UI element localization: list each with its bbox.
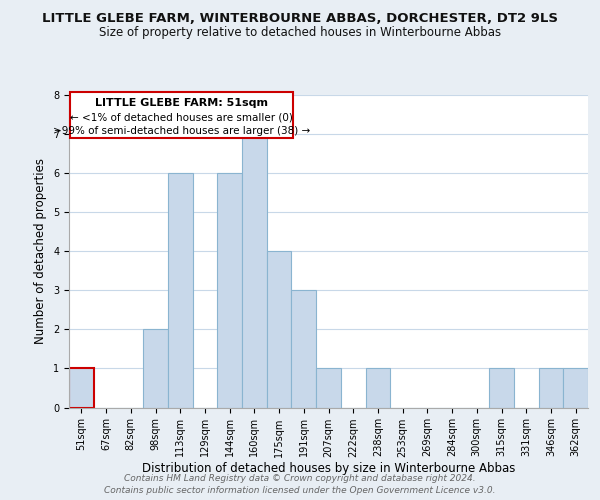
- Bar: [143, 330, 168, 407]
- Bar: [539, 368, 563, 408]
- Text: Contains public sector information licensed under the Open Government Licence v3: Contains public sector information licen…: [104, 486, 496, 495]
- Bar: [69, 368, 94, 408]
- X-axis label: Distribution of detached houses by size in Winterbourne Abbas: Distribution of detached houses by size …: [142, 462, 515, 475]
- Bar: [242, 134, 267, 407]
- Bar: [217, 173, 242, 408]
- Bar: [316, 368, 341, 408]
- Text: Contains HM Land Registry data © Crown copyright and database right 2024.: Contains HM Land Registry data © Crown c…: [124, 474, 476, 483]
- Bar: [365, 368, 390, 408]
- Text: >99% of semi-detached houses are larger (38) →: >99% of semi-detached houses are larger …: [53, 126, 310, 136]
- Text: Size of property relative to detached houses in Winterbourne Abbas: Size of property relative to detached ho…: [99, 26, 501, 39]
- FancyBboxPatch shape: [70, 92, 293, 138]
- Text: LITTLE GLEBE FARM: 51sqm: LITTLE GLEBE FARM: 51sqm: [95, 98, 268, 108]
- Y-axis label: Number of detached properties: Number of detached properties: [34, 158, 47, 344]
- Bar: [168, 173, 193, 408]
- Bar: [267, 251, 292, 408]
- Bar: [489, 368, 514, 408]
- Bar: [563, 368, 588, 408]
- Bar: [292, 290, 316, 408]
- Text: LITTLE GLEBE FARM, WINTERBOURNE ABBAS, DORCHESTER, DT2 9LS: LITTLE GLEBE FARM, WINTERBOURNE ABBAS, D…: [42, 12, 558, 26]
- Text: ← <1% of detached houses are smaller (0): ← <1% of detached houses are smaller (0): [70, 112, 293, 122]
